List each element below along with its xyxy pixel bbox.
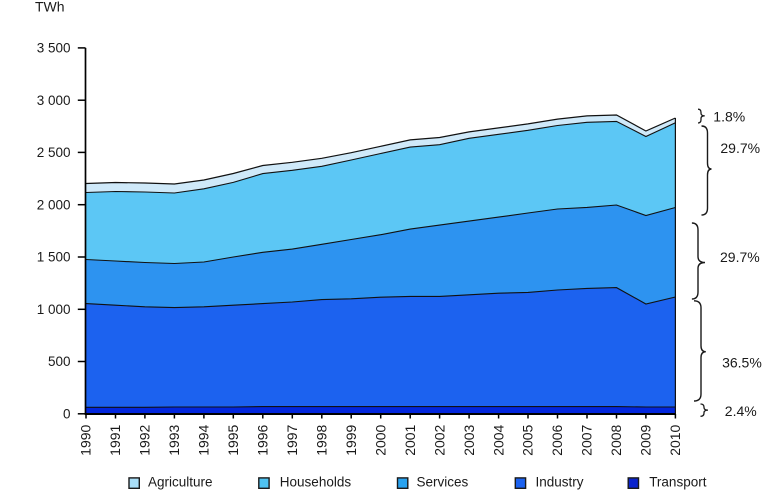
svg-text:2006: 2006: [549, 424, 565, 455]
svg-text:1995: 1995: [225, 424, 241, 455]
svg-text:2003: 2003: [461, 424, 477, 455]
svg-text:2007: 2007: [579, 424, 595, 455]
svg-text:2001: 2001: [402, 424, 418, 455]
svg-text:3 500: 3 500: [37, 41, 71, 56]
svg-text:TWh: TWh: [35, 0, 65, 15]
svg-text:3 000: 3 000: [37, 93, 71, 108]
svg-text:1990: 1990: [78, 424, 94, 455]
svg-text:1994: 1994: [196, 424, 212, 455]
svg-text:Industry: Industry: [536, 474, 584, 489]
svg-text:1992: 1992: [137, 424, 153, 455]
svg-text:1 000: 1 000: [37, 302, 71, 317]
svg-text:Agriculture: Agriculture: [148, 474, 213, 489]
svg-text:1993: 1993: [166, 424, 182, 455]
svg-text:29.7%: 29.7%: [720, 249, 760, 265]
svg-text:1.8%: 1.8%: [713, 109, 745, 125]
svg-text:0: 0: [63, 406, 71, 421]
svg-text:Services: Services: [417, 474, 469, 489]
svg-text:Transport: Transport: [649, 474, 707, 489]
svg-text:1999: 1999: [343, 424, 359, 455]
svg-text:29.7%: 29.7%: [720, 140, 760, 156]
svg-text:2 000: 2 000: [37, 197, 71, 212]
svg-text:1996: 1996: [255, 424, 271, 455]
svg-text:2008: 2008: [608, 424, 624, 455]
svg-text:Households: Households: [280, 474, 352, 489]
svg-text:2.4%: 2.4%: [725, 403, 757, 419]
svg-text:36.5%: 36.5%: [722, 355, 762, 371]
svg-text:2005: 2005: [520, 424, 536, 455]
svg-text:500: 500: [48, 354, 71, 369]
svg-text:1998: 1998: [314, 424, 330, 455]
svg-text:1991: 1991: [107, 424, 123, 455]
svg-text:2002: 2002: [431, 424, 447, 455]
svg-text:2 500: 2 500: [37, 145, 71, 160]
svg-text:2010: 2010: [667, 424, 683, 455]
svg-text:1997: 1997: [284, 424, 300, 455]
svg-text:2004: 2004: [490, 424, 506, 455]
svg-text:1 500: 1 500: [37, 250, 71, 265]
svg-text:2000: 2000: [372, 424, 388, 455]
svg-text:2009: 2009: [638, 424, 654, 455]
